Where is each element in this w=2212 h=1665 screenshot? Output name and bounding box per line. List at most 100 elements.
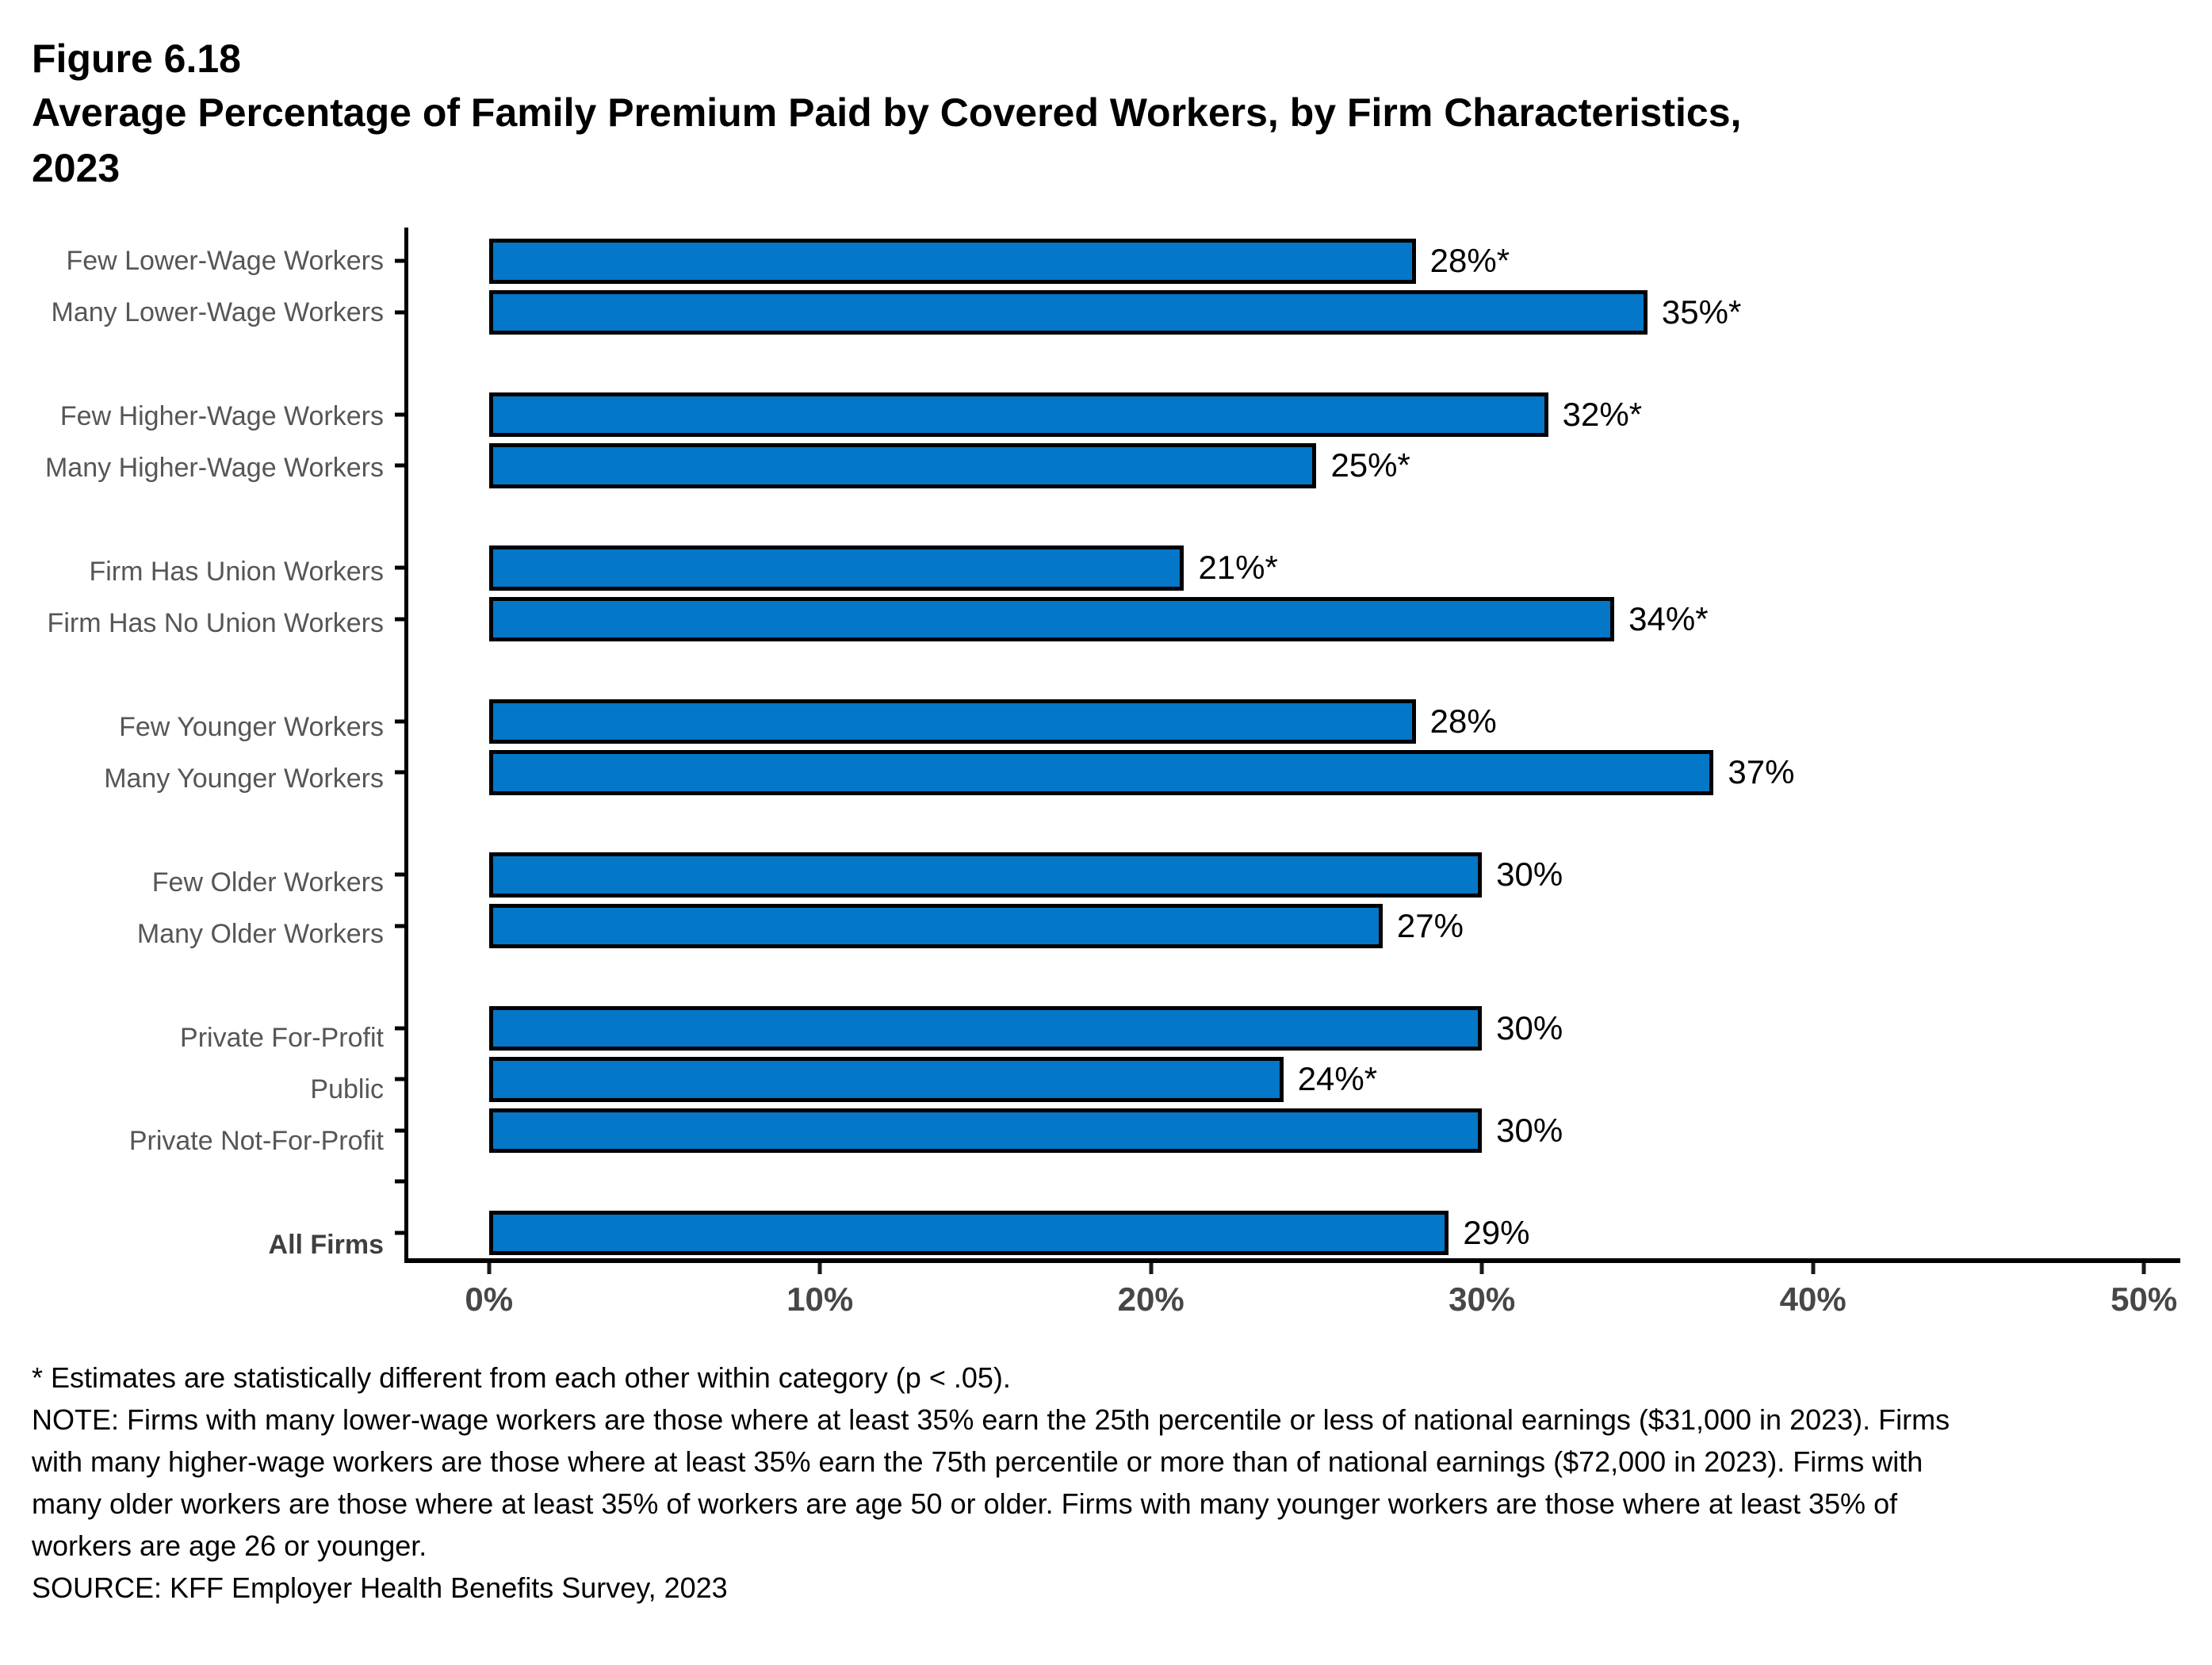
x-axis-tick [817,1263,822,1274]
x-axis-tick-label: 40% [1779,1280,1847,1318]
chart-spacer-row [408,492,2180,543]
x-axis-tick-label: 20% [1117,1280,1184,1318]
chart-spacer-row [408,338,2180,389]
category-label: Few Older Workers [151,867,384,898]
bar-value-label: 32%* [1562,395,1643,433]
bar-value-label: 21%* [1198,549,1278,587]
chart-body: Few Lower-Wage Workers Many Lower-Wage Wo… [32,228,2180,1318]
category-labels-column: Few Lower-Wage Workers Many Lower-Wage Wo… [32,228,404,1263]
category-tick [395,463,408,468]
chart-bar-row: 28% [395,696,2180,748]
bar-value-label: 25%* [1330,446,1410,484]
x-axis-tick [1479,1263,1484,1274]
category-tick [395,412,408,417]
x-axis-tick [1811,1263,1816,1274]
chart-bar-row: 24%* [395,1054,2180,1105]
category-tick [395,1026,408,1031]
category-label: Firm Has No Union Workers [47,608,384,639]
x-axis-tick-label: 10% [786,1280,854,1318]
category-tick [395,872,408,877]
category-tick [395,617,408,622]
note-line: many older workers are those where at le… [32,1487,1898,1520]
bar [488,392,1548,437]
chart-bar-row: 30% [395,1003,2180,1054]
category-label: Few Lower-Wage Workers [66,246,384,277]
bar [488,852,1483,898]
category-label: Many Older Workers [136,919,384,950]
bar [488,1210,1449,1255]
chart-spacer-row [408,951,2180,1003]
x-axis-tick [487,1263,492,1274]
chart-bar-row: 34%* [395,594,2180,645]
category-label: Many Lower-Wage Workers [51,297,384,328]
chart-spacer-row [408,798,2180,850]
chart-bar-row: 37% [395,747,2180,798]
footnotes: * Estimates are statistically different … [32,1357,2180,1609]
source-note: SOURCE: KFF Employer Health Benefits Sur… [32,1571,728,1604]
bar [488,443,1317,488]
bar-value-label: 29% [1463,1213,1530,1251]
figure-label: Figure 6.18 [32,36,241,81]
bar [488,545,1184,591]
plot-panel: 28%* 35%* 32%* 25%* 21%* 34%* 28% 37% 30% 27% 30% 2… [395,228,2180,1318]
chart-bar-row: 28%* [395,235,2180,287]
category-tick [395,565,408,570]
bar [488,903,1383,948]
category-tick [395,258,408,263]
note-line: workers are age 26 or younger. [32,1529,427,1562]
chart-bar-row: 30% [395,849,2180,901]
category-tick [395,719,408,724]
chart-title-line-2: 2023 [32,146,121,190]
bar-value-label: 34%* [1628,599,1709,637]
category-label: Few Younger Workers [119,711,384,742]
bar [488,1005,1483,1051]
bar [488,596,1615,641]
bar [488,699,1416,744]
category-tick [395,310,408,315]
category-label: Many Younger Workers [104,764,384,794]
category-label: Few Higher-Wage Workers [59,401,384,432]
chart-rows: 28%* 35%* 32%* 25%* 21%* 34%* 28% 37% 30% 27% 30% 2… [395,235,2180,1258]
bar-value-label: 30% [1496,855,1563,894]
significance-note: * Estimates are statistically different … [32,1361,1011,1394]
bar-value-label: 27% [1396,906,1464,944]
bar [488,289,1648,335]
bar [488,1057,1284,1102]
bar-value-label: 35%* [1661,293,1742,331]
chart-bar-row: 25%* [395,440,2180,492]
chart-bar-row: 21%* [395,542,2180,594]
category-label: Private For-Profit [180,1022,384,1053]
bar-value-label: 30% [1496,1009,1563,1047]
category-tick [395,1231,408,1235]
chart-spacer-row [408,645,2180,696]
x-axis-tick [1149,1263,1154,1274]
chart-bar-row: 32%* [395,389,2180,441]
chart-bar-row: 30% [395,1105,2180,1157]
category-tick [395,1179,408,1184]
chart-bar-row: 35%* [395,287,2180,339]
x-axis-tick-label: 50% [2111,1280,2178,1318]
x-axis-tick-label: 0% [465,1280,514,1318]
chart-spacer-row [395,1156,2180,1208]
category-label: Public [310,1074,384,1104]
note-line: NOTE: Firms with many lower-wage workers… [32,1403,1950,1436]
bar-value-label: 30% [1496,1111,1563,1149]
category-tick [395,770,408,775]
bar [488,239,1416,284]
x-axis-tick-label: 30% [1449,1280,1516,1318]
bar [488,1108,1483,1153]
category-label: Firm Has Union Workers [89,556,384,587]
category-label: Private Not-For-Profit [128,1126,384,1157]
bar-value-label: 37% [1728,753,1795,791]
bar-value-label: 24%* [1297,1060,1378,1098]
bar-value-label: 28% [1429,702,1497,740]
x-axis-tick [2141,1263,2146,1274]
category-tick [395,924,408,928]
bar-value-label: 28%* [1429,242,1510,280]
category-label: Many Higher-Wage Workers [44,453,384,484]
note-line: with many higher-wage workers are those … [32,1445,1923,1478]
chart-bar-row: 27% [395,901,2180,952]
category-tick [395,1077,408,1081]
bar [488,750,1714,795]
